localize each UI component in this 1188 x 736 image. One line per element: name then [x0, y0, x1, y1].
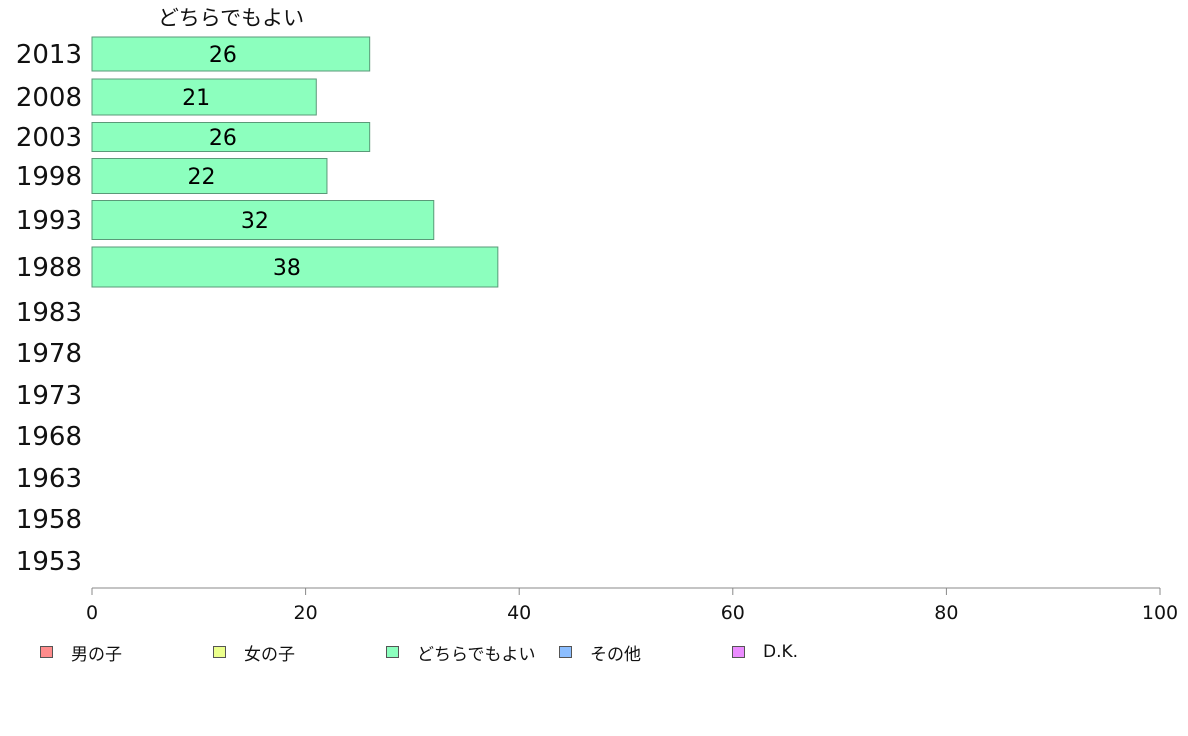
y-tick-label: 1973 [16, 381, 82, 411]
legend-item-either: どちらでもよい [386, 640, 536, 665]
legend-label: 男の子 [71, 644, 122, 665]
bar-value-label: 22 [187, 165, 215, 190]
legend-swatch [732, 646, 745, 658]
x-tick-label: 100 [1142, 602, 1178, 624]
legend-item-dk: D.K. [732, 640, 798, 664]
legend-swatch [559, 646, 572, 658]
legend-label: 女の子 [244, 644, 295, 665]
y-tick-label: 1953 [16, 547, 82, 577]
bar [91, 78, 317, 116]
x-tick-label: 60 [721, 602, 745, 624]
y-tick-label: 1978 [16, 339, 82, 369]
x-tick-label: 20 [294, 602, 318, 624]
legend-swatch [386, 646, 399, 658]
legend: 男の子 女の子 どちらでもよい その他 D.K. [0, 640, 1188, 665]
legend-item-girl: 女の子 [213, 640, 295, 665]
y-tick-label: 2003 [16, 123, 82, 153]
y-tick-label: 1968 [16, 422, 82, 452]
x-tick-label: 0 [86, 602, 98, 624]
legend-label: D.K. [763, 642, 799, 662]
chart-title: どちらでもよい [158, 6, 304, 30]
bar-value-label: 32 [241, 209, 269, 234]
y-tick-label: 1988 [16, 253, 82, 283]
bar-value-label: 26 [209, 43, 237, 68]
bar [91, 36, 371, 72]
y-tick-label: 2008 [16, 83, 82, 113]
legend-label: その他 [590, 644, 641, 665]
legend-item-other: その他 [559, 640, 641, 665]
bar-value-label: 38 [273, 256, 301, 281]
y-tick-label: 1958 [16, 505, 82, 535]
y-tick-label: 1993 [16, 206, 82, 236]
x-tick-label: 40 [507, 602, 531, 624]
y-tick-label: 1983 [16, 298, 82, 328]
y-tick-label: 1963 [16, 464, 82, 494]
legend-item-boy: 男の子 [40, 640, 122, 665]
bar-value-label: 21 [182, 86, 210, 111]
x-tick-label: 80 [934, 602, 958, 624]
bar [91, 246, 499, 288]
legend-label: どちらでもよい [417, 644, 536, 665]
bar-value-label: 26 [209, 126, 237, 151]
bar [91, 122, 371, 152]
bar [91, 158, 328, 194]
legend-swatch [40, 646, 53, 658]
legend-swatch [213, 646, 226, 658]
y-tick-label: 1998 [16, 162, 82, 192]
y-tick-label: 2013 [16, 40, 82, 70]
bar [91, 200, 435, 240]
